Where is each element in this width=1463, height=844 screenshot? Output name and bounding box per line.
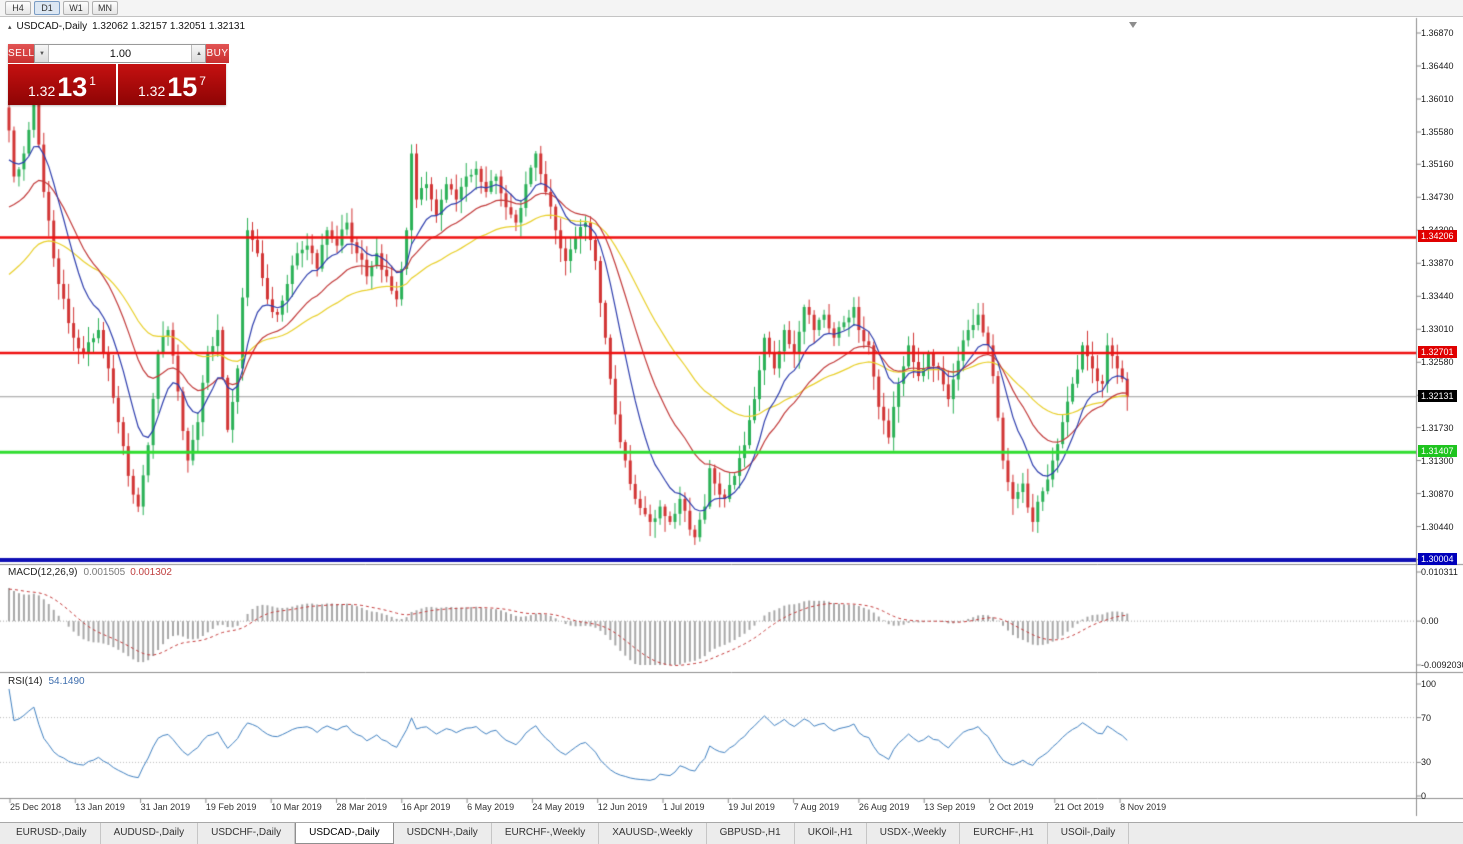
sell-button[interactable]: SELL — [8, 44, 35, 63]
chart-title-ohlc: 1.32062 1.32157 1.32051 1.32131 — [92, 21, 246, 32]
time-axis-label: 31 Jan 2019 — [140, 802, 191, 812]
price-axis-label: 1.30870 — [1421, 488, 1454, 499]
time-axis-label: 1 Jul 2019 — [663, 802, 705, 812]
macd-axis-label: 0.00 — [1421, 616, 1439, 627]
chart-tab-usdcad[interactable]: USDCAD-,Daily — [295, 823, 394, 844]
timeframe-button-d1[interactable]: D1 — [34, 1, 60, 15]
time-axis-label: 19 Jul 2019 — [728, 802, 775, 812]
time-axis-label: 28 Mar 2019 — [336, 802, 388, 812]
volume-increase-button[interactable]: ▲ — [191, 45, 206, 62]
time-axis-label: 26 Aug 2019 — [858, 802, 910, 812]
rsi-axis-label: 100 — [1421, 679, 1437, 689]
price-axis-label: 1.33440 — [1421, 291, 1454, 302]
chart-tab-usdchf[interactable]: USDCHF-,Daily — [198, 823, 296, 844]
time-axis-label: 21 Oct 2019 — [1054, 802, 1104, 812]
time-axis-label: 8 Nov 2019 — [1120, 802, 1167, 812]
price-axis-label: 1.35580 — [1421, 127, 1454, 137]
time-axis-label: 16 Apr 2019 — [401, 802, 451, 812]
chart-tab-eurusd[interactable]: EURUSD-,Daily — [3, 823, 101, 844]
price-level-tag: 1.34206 — [1418, 230, 1457, 243]
time-axis-label: 6 May 2019 — [467, 802, 515, 812]
volume-input[interactable] — [49, 45, 192, 62]
rsi-name: RSI(14) — [8, 676, 43, 687]
rsi-axis-label: 0 — [1421, 791, 1427, 801]
chart-tab-ukoil[interactable]: UKOil-,H1 — [795, 823, 867, 844]
rsi-axis-label: 30 — [1421, 757, 1432, 768]
macd-main-value: 0.001505 — [83, 567, 126, 578]
chart-tab-gbpusd[interactable]: GBPUSD-,H1 — [707, 823, 795, 844]
time-axis-label: 7 Aug 2019 — [793, 802, 840, 812]
time-axis-label: 10 Mar 2019 — [271, 802, 322, 812]
price-axis-label: 1.33870 — [1421, 258, 1454, 269]
rsi-value: 54.1490 — [48, 676, 85, 687]
sell-price-button[interactable]: 1.32 13 1 — [8, 64, 116, 105]
chart-title: ▴ USDCAD-,Daily 1.32062 1.32157 1.32051 … — [8, 21, 245, 32]
volume-decrease-button[interactable]: ▼ — [35, 45, 50, 62]
chart-tab-usdcnh[interactable]: USDCNH-,Daily — [394, 823, 492, 844]
timeframe-toolbar: H4 D1 W1 MN — [0, 0, 1463, 17]
price-level-tag: 1.32701 — [1418, 345, 1457, 358]
price-axis-label: 1.30440 — [1421, 521, 1454, 532]
price-axis-label: 1.31300 — [1421, 455, 1454, 466]
time-axis-label: 13 Jan 2019 — [75, 802, 125, 812]
rsi-label: RSI(14) 54.1490 — [8, 676, 85, 687]
buy-price-points: 15 — [167, 72, 198, 102]
price-level-tag: 1.31407 — [1418, 445, 1457, 458]
chart-shift-marker-icon[interactable] — [1129, 22, 1137, 28]
sell-price-big: 1.32 — [28, 83, 56, 99]
time-axis-label: 12 Jun 2019 — [597, 802, 648, 812]
one-click-trade-panel: SELL ▼ ▲ BUY 1.32 13 1 1.32 15 7 — [8, 44, 229, 105]
price-level-tag: 1.30004 — [1418, 553, 1457, 565]
time-axis-label: 19 Feb 2019 — [205, 802, 257, 812]
chart-tab-usdx[interactable]: USDX-,Weekly — [867, 823, 961, 844]
time-axis-label: 25 Dec 2018 — [10, 802, 62, 812]
price-axis-label: 1.33010 — [1421, 324, 1454, 335]
rsi-axis-label: 70 — [1421, 712, 1432, 723]
macd-axis-label: 0.010311 — [1421, 567, 1458, 577]
time-axis-label: 2 Oct 2019 — [989, 802, 1034, 812]
price-axis-label: 1.34730 — [1421, 192, 1454, 203]
current-price-tag: 1.32131 — [1418, 389, 1457, 402]
chart-tab-audusd[interactable]: AUDUSD-,Daily — [101, 823, 199, 844]
macd-axis-label: -0.0092030 — [1421, 660, 1463, 670]
buy-button[interactable]: BUY — [206, 44, 229, 63]
price-axis-label: 1.32580 — [1421, 357, 1454, 368]
buy-price-big: 1.32 — [138, 83, 166, 99]
price-axis-label: 1.36870 — [1421, 28, 1454, 38]
sell-price-points: 13 — [57, 72, 88, 102]
chart-tab-xauusd[interactable]: XAUUSD-,Weekly — [599, 823, 707, 844]
timeframe-button-h4[interactable]: H4 — [5, 1, 31, 15]
price-axis-label: 1.35160 — [1421, 159, 1454, 170]
buy-price-button[interactable]: 1.32 15 7 — [118, 64, 226, 105]
price-axis-label: 1.31730 — [1421, 422, 1454, 433]
one-click-panel-toggle-icon[interactable]: ▴ — [8, 23, 12, 31]
price-axis-label: 1.36010 — [1421, 94, 1454, 104]
buy-price-pip: 7 — [199, 74, 206, 88]
macd-label: MACD(12,26,9) 0.001505 0.001302 — [8, 567, 172, 578]
chart-title-symbol: USDCAD-,Daily — [16, 21, 88, 32]
time-axis-label: 24 May 2019 — [532, 802, 585, 812]
chart-tab-usoil[interactable]: USOil-,Daily — [1048, 823, 1130, 844]
volume-field: ▼ ▲ — [34, 44, 207, 63]
price-axis-label: 1.36440 — [1421, 61, 1454, 71]
macd-signal-value: 0.001302 — [130, 567, 172, 578]
time-axis-label: 13 Sep 2019 — [924, 802, 976, 812]
sell-price-pip: 1 — [89, 74, 96, 88]
chart-tab-eurchf[interactable]: EURCHF-,Weekly — [492, 823, 600, 844]
chart-tab-eurchf[interactable]: EURCHF-,H1 — [960, 823, 1048, 844]
timeframe-button-mn[interactable]: MN — [92, 1, 118, 15]
macd-name: MACD(12,26,9) — [8, 567, 78, 578]
timeframe-button-w1[interactable]: W1 — [63, 1, 89, 15]
price-axis-label: 1.34300 — [1421, 225, 1454, 235]
chart-tab-bar: EURUSD-,Daily AUDUSD-,Daily USDCHF-,Daily U… — [0, 822, 1463, 844]
